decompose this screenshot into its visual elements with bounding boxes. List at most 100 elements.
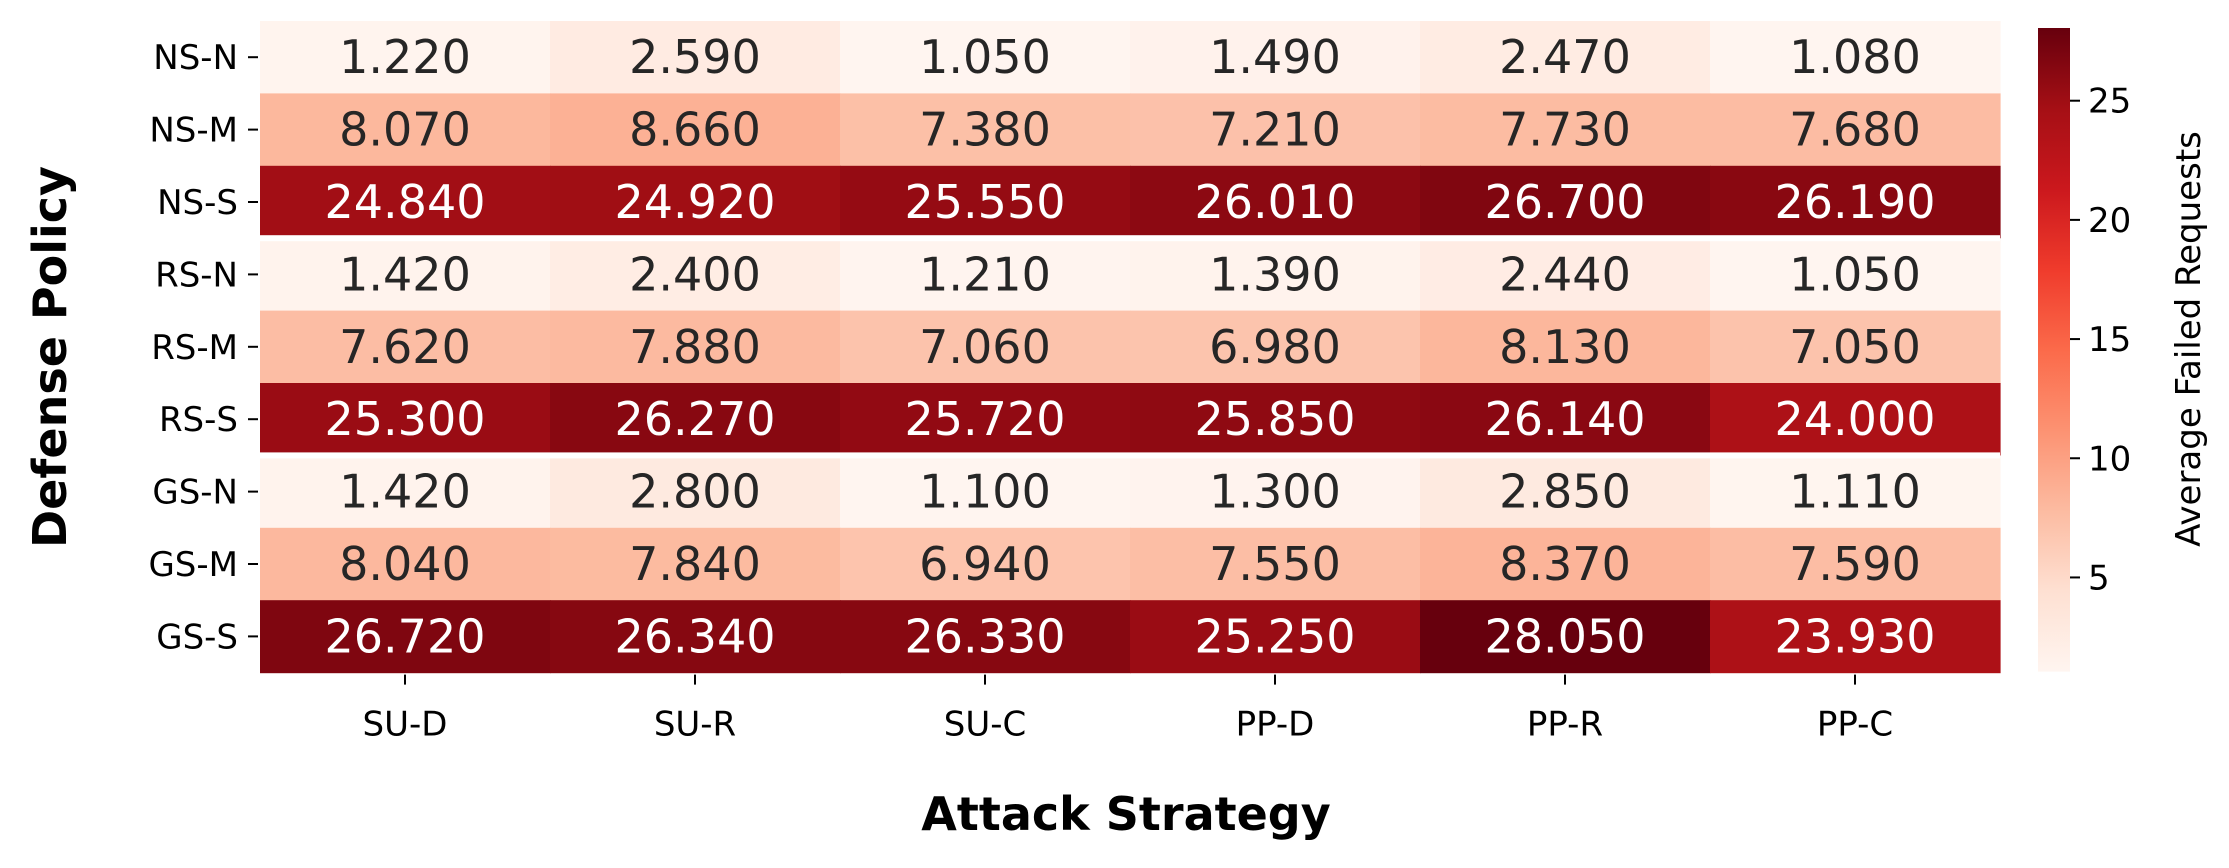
heatmap-cell (550, 527, 841, 601)
x-axis-ticks: SU-D SU-R SU-C PP-D PP-R PP-C (363, 674, 1893, 745)
heatmap-cell (1710, 165, 2001, 239)
heatmap-cell (1420, 21, 1711, 94)
cell-value-label: 28.050 (1485, 609, 1646, 663)
cell-value-label: 2.400 (629, 247, 761, 301)
cell-value-label: 6.980 (1209, 320, 1341, 374)
heatmap-cell (1710, 527, 2001, 601)
heatmap-cell (840, 455, 1131, 529)
cell-value-label: 2.800 (629, 465, 761, 519)
heatmap-cells (260, 21, 2001, 674)
heatmap-cell (260, 165, 551, 239)
cell-value-label: 25.300 (325, 392, 486, 446)
cell-value-label: 26.140 (1485, 392, 1646, 446)
heatmap-cell (1710, 455, 2001, 529)
heatmap-cell (840, 93, 1131, 167)
heatmap-cell (260, 455, 551, 529)
heatmap-cell (1710, 310, 2001, 384)
colorbar-tick-label: 25 (2088, 82, 2131, 122)
x-axis-title: Attack Strategy (921, 787, 1330, 841)
cell-value-label: 1.390 (1209, 247, 1341, 301)
y-tick-label: GS-M (148, 545, 238, 585)
heatmap-cell (1130, 455, 1421, 529)
heatmap-cell (550, 310, 841, 384)
cell-value-label: 26.010 (1195, 175, 1356, 229)
heatmap-cell (1420, 527, 1711, 601)
x-tick-label: PP-R (1527, 705, 1603, 745)
cell-value-label: 26.340 (615, 609, 776, 663)
heatmap-cell (840, 383, 1131, 456)
heatmap-cell (550, 21, 841, 94)
cell-value-label: 7.620 (339, 320, 471, 374)
cell-value-label: 1.220 (339, 30, 471, 84)
cell-value-label: 1.420 (339, 247, 471, 301)
y-tick-label: RS-S (159, 400, 238, 440)
cell-value-label: 1.210 (919, 247, 1051, 301)
heatmap-cell (1130, 527, 1421, 601)
cell-value-label: 8.660 (629, 103, 761, 157)
y-tick-label: GS-N (152, 473, 238, 513)
y-axis-ticks: NS-N NS-M NS-S RS-N RS-M RS-S GS-N GS-M GS-S (148, 38, 258, 657)
cell-value-label: 24.920 (615, 175, 776, 229)
heatmap-cell (260, 93, 551, 167)
row-group-separators (260, 235, 2000, 459)
heatmap-cell (260, 527, 551, 601)
heatmap-cell (260, 21, 551, 94)
cell-value-label: 1.490 (1209, 30, 1341, 84)
cell-value-label: 26.700 (1485, 175, 1646, 229)
x-tick-label: PP-D (1236, 705, 1315, 745)
heatmap-cell (550, 238, 841, 312)
cell-value-label: 25.550 (905, 175, 1066, 229)
heatmap-cell (260, 600, 551, 674)
heatmap-cell (1130, 310, 1421, 384)
colorbar-tick-label: 5 (2088, 558, 2110, 598)
cell-value-label: 24.000 (1775, 392, 1936, 446)
heatmap-cell (1710, 600, 2001, 674)
heatmap-cell (840, 527, 1131, 601)
cell-value-label: 1.300 (1209, 465, 1341, 519)
heatmap-cell (260, 238, 551, 312)
x-tick-label: SU-D (363, 705, 448, 745)
heatmap-cell (260, 310, 551, 384)
cell-value-label: 1.420 (339, 465, 471, 519)
heatmap-cell (840, 310, 1131, 384)
row-group-separator (260, 235, 2000, 242)
cell-value-label: 7.380 (919, 103, 1051, 157)
colorbar: 5 10 15 20 25 Average Failed Requests (2038, 28, 2209, 672)
cell-value-label: 26.330 (905, 609, 1066, 663)
heatmap-cell (1130, 93, 1421, 167)
heatmap-cell (550, 165, 841, 239)
heatmap-cell (1130, 165, 1421, 239)
cell-value-label: 25.720 (905, 392, 1066, 446)
cell-value-label: 8.370 (1499, 537, 1631, 591)
colorbar-ticks: 5 10 15 20 25 (2070, 82, 2131, 598)
colorbar-tick-label: 20 (2088, 201, 2131, 241)
heatmap-cell (1420, 455, 1711, 529)
heatmap-cell (1420, 600, 1711, 674)
cell-value-label: 2.850 (1499, 465, 1631, 519)
cell-value-label: 25.250 (1195, 609, 1356, 663)
cell-value-label: 26.190 (1775, 175, 1936, 229)
cell-value-label: 7.680 (1789, 103, 1921, 157)
row-group-separator (260, 452, 2000, 459)
cell-value-label: 1.100 (919, 465, 1051, 519)
colorbar-tick-label: 15 (2088, 320, 2131, 360)
x-tick-label: PP-C (1817, 705, 1893, 745)
heatmap-cell (1130, 600, 1421, 674)
heatmap-cell (840, 238, 1131, 312)
heatmap-cell (550, 93, 841, 167)
cell-value-label: 24.840 (325, 175, 486, 229)
cell-value-label: 7.840 (629, 537, 761, 591)
heatmap-cell (1710, 21, 2001, 94)
heatmap-cell (1420, 238, 1711, 312)
y-tick-label: RS-M (151, 328, 238, 368)
cell-value-label: 23.930 (1775, 609, 1936, 663)
x-tick-label: SU-R (654, 705, 736, 745)
cell-value-label: 2.590 (629, 30, 761, 84)
heatmap-cell (1420, 93, 1711, 167)
cell-value-label: 7.050 (1789, 320, 1921, 374)
heatmap-cell (550, 383, 841, 456)
heatmap-cell (1420, 310, 1711, 384)
y-tick-label: NS-N (153, 38, 238, 78)
colorbar-gradient (2038, 28, 2070, 672)
